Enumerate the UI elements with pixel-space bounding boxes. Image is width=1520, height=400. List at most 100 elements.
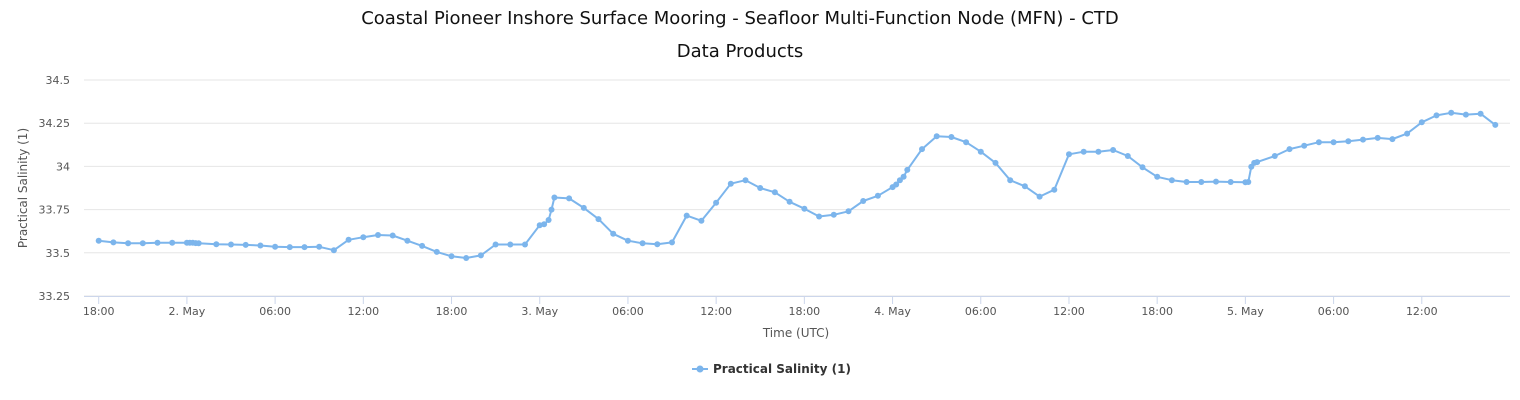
data-point[interactable]	[448, 253, 455, 260]
data-point[interactable]	[1254, 159, 1261, 166]
data-point[interactable]	[1198, 179, 1205, 185]
data-point[interactable]	[1360, 136, 1366, 143]
data-point[interactable]	[727, 180, 734, 187]
data-point[interactable]	[1404, 130, 1411, 137]
data-point[interactable]	[1183, 179, 1190, 185]
data-point[interactable]	[1213, 178, 1219, 185]
data-point[interactable]	[683, 212, 690, 219]
data-point[interactable]	[1168, 177, 1175, 184]
data-point[interactable]	[757, 185, 764, 191]
data-point[interactable]	[463, 255, 470, 261]
data-point[interactable]	[1389, 136, 1396, 143]
data-point[interactable]	[1036, 193, 1043, 200]
data-point[interactable]	[904, 166, 911, 173]
data-point[interactable]	[1330, 139, 1337, 146]
data-point[interactable]	[1345, 138, 1352, 145]
data-point[interactable]	[125, 240, 132, 247]
data-point[interactable]	[195, 240, 202, 247]
data-point[interactable]	[477, 252, 484, 259]
data-point[interactable]	[963, 139, 970, 146]
data-point[interactable]	[713, 199, 720, 206]
data-point[interactable]	[139, 240, 146, 247]
data-point[interactable]	[977, 148, 984, 155]
data-point[interactable]	[933, 133, 940, 140]
data-point[interactable]	[360, 234, 367, 241]
data-point[interactable]	[1374, 134, 1381, 141]
data-point[interactable]	[154, 239, 161, 246]
data-point[interactable]	[742, 177, 749, 184]
data-point[interactable]	[566, 195, 573, 202]
data-point[interactable]	[213, 241, 220, 248]
data-point[interactable]	[948, 134, 955, 140]
data-point[interactable]	[1021, 183, 1028, 190]
data-point[interactable]	[169, 239, 176, 246]
data-point[interactable]	[992, 159, 999, 166]
data-point[interactable]	[1007, 177, 1014, 184]
data-point[interactable]	[1154, 173, 1161, 180]
data-point[interactable]	[1271, 153, 1278, 159]
data-point[interactable]	[624, 237, 631, 244]
data-point[interactable]	[830, 211, 837, 218]
data-point[interactable]	[1245, 179, 1252, 185]
data-point[interactable]	[801, 205, 808, 212]
data-point[interactable]	[1448, 109, 1455, 116]
data-point[interactable]	[786, 198, 793, 205]
data-point[interactable]	[95, 237, 102, 244]
data-point[interactable]	[492, 241, 499, 248]
data-point[interactable]	[900, 173, 907, 180]
data-point[interactable]	[433, 248, 440, 255]
data-point[interactable]	[110, 239, 117, 246]
data-point[interactable]	[301, 244, 308, 251]
data-point[interactable]	[1492, 121, 1499, 128]
data-point[interactable]	[522, 241, 528, 248]
data-point[interactable]	[345, 236, 352, 243]
data-point[interactable]	[1066, 151, 1072, 158]
data-point[interactable]	[919, 146, 925, 153]
data-point[interactable]	[375, 232, 381, 238]
data-point[interactable]	[286, 244, 293, 251]
data-point[interactable]	[698, 217, 705, 224]
data-point[interactable]	[816, 213, 823, 220]
data-point[interactable]	[669, 239, 675, 246]
data-point[interactable]	[1051, 186, 1058, 193]
data-point[interactable]	[507, 241, 514, 248]
data-point[interactable]	[1110, 147, 1117, 153]
data-point[interactable]	[874, 192, 881, 199]
data-point[interactable]	[1477, 110, 1484, 117]
data-point[interactable]	[541, 221, 548, 228]
data-point[interactable]	[330, 247, 337, 254]
data-point[interactable]	[654, 241, 661, 248]
data-point[interactable]	[893, 181, 900, 188]
data-point[interactable]	[610, 230, 617, 237]
data-point[interactable]	[1418, 119, 1425, 126]
data-point[interactable]	[1462, 111, 1469, 118]
data-point[interactable]	[1433, 112, 1440, 119]
data-point[interactable]	[1139, 164, 1146, 171]
data-point[interactable]	[1315, 139, 1322, 146]
data-point[interactable]	[1301, 142, 1308, 149]
data-point[interactable]	[419, 242, 426, 249]
data-point[interactable]	[545, 217, 552, 223]
data-point[interactable]	[228, 241, 234, 248]
data-point[interactable]	[845, 208, 852, 215]
data-point[interactable]	[1095, 148, 1102, 155]
data-point[interactable]	[639, 240, 646, 247]
data-point[interactable]	[595, 216, 602, 223]
data-point[interactable]	[860, 198, 867, 204]
data-point[interactable]	[548, 206, 555, 213]
data-point[interactable]	[257, 242, 264, 249]
data-point[interactable]	[1124, 153, 1131, 159]
data-point[interactable]	[316, 243, 323, 250]
data-point[interactable]	[551, 194, 558, 201]
data-point[interactable]	[272, 243, 279, 250]
data-point[interactable]	[1080, 148, 1087, 155]
data-point[interactable]	[1227, 179, 1234, 185]
data-point[interactable]	[771, 189, 778, 196]
x-tick-label: 06:00	[1318, 305, 1350, 318]
data-point[interactable]	[580, 204, 587, 211]
data-point[interactable]	[242, 241, 249, 248]
data-point[interactable]	[389, 232, 396, 239]
data-point[interactable]	[1286, 146, 1293, 153]
legend[interactable]: Practical Salinity (1)	[692, 362, 851, 376]
data-point[interactable]	[404, 237, 411, 244]
